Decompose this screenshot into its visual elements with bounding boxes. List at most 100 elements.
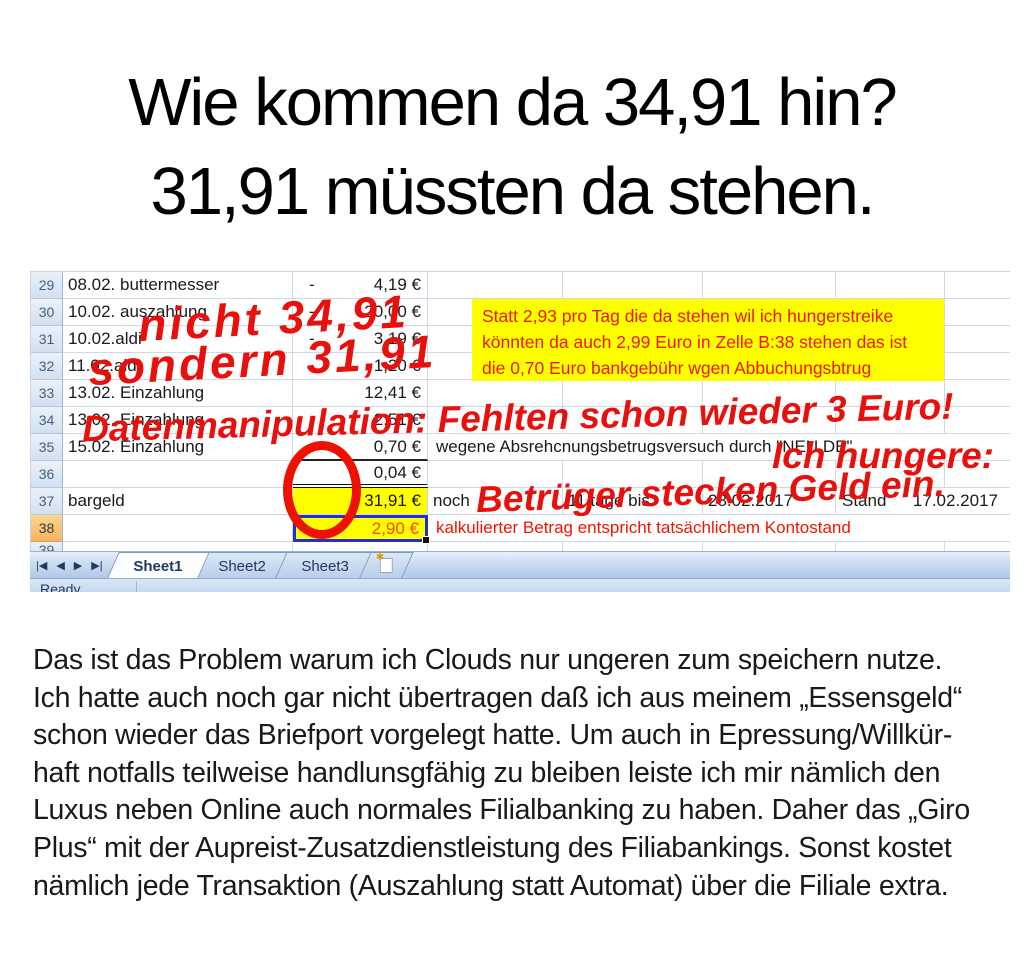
- row-header-30[interactable]: 30: [31, 299, 63, 326]
- cell-b33[interactable]: 12,41 €: [293, 380, 428, 407]
- cell-d34[interactable]: [563, 407, 703, 434]
- row-header-33[interactable]: 33: [31, 380, 63, 407]
- cell-d36[interactable]: [563, 461, 703, 488]
- spreadsheet-grid: 29 08.02. buttermesser - 4,19 € 30 10.02.…: [30, 271, 1010, 552]
- status-bar-divider: [136, 581, 138, 592]
- row-header-36[interactable]: 36: [31, 461, 63, 488]
- cell-a33[interactable]: 13.02. Einzahlung: [63, 380, 293, 407]
- cell-value: 1,20 €: [373, 356, 421, 375]
- cell-e39: [703, 542, 836, 552]
- row-header-39[interactable]: 39: [31, 542, 63, 552]
- cell-b35[interactable]: 0,70 €: [293, 434, 428, 461]
- row-header-38-selected[interactable]: 38: [31, 515, 63, 542]
- cell-a30[interactable]: 10.02. auszahlung: [63, 299, 293, 326]
- cell-g33[interactable]: [945, 380, 1010, 407]
- row-header-32[interactable]: 32: [31, 353, 63, 380]
- cell-d29[interactable]: [563, 272, 703, 299]
- cell-a32[interactable]: 11.02.aldi: [63, 353, 293, 380]
- cell-f37[interactable]: Stand 17.02.2017: [836, 488, 1010, 515]
- cell-d39: [563, 542, 703, 552]
- cell-value: 3,19 €: [373, 329, 421, 348]
- cell-b32[interactable]: - 1,20 €: [293, 353, 428, 380]
- cell-b30[interactable]: - 20,00 €: [293, 299, 428, 326]
- annotation-ich-hungere: Ich hungere:: [771, 435, 994, 476]
- tab-sheet1-label: Sheet1: [133, 557, 183, 575]
- cell-c37[interactable]: noch: [428, 488, 563, 515]
- last-sheet-button[interactable]: ▶|: [91, 559, 103, 572]
- cell-a38[interactable]: [63, 515, 293, 542]
- cell-value: 2,90 €: [371, 518, 419, 538]
- page-title-line2: 31,91 müssten da stehen.: [150, 154, 875, 229]
- cell-c33[interactable]: [428, 380, 563, 407]
- cell-a39: [63, 542, 293, 552]
- cell-value: 2,51 €: [373, 410, 421, 429]
- cell-c35-note[interactable]: wegene Absrehcnungsbetrugsversuch durch …: [428, 434, 1010, 461]
- cell-value: 31,91 €: [364, 491, 421, 510]
- cell-d37[interactable]: 11 tage bis: [563, 488, 703, 515]
- cell-g29[interactable]: [945, 272, 1010, 299]
- minus-sign: -: [309, 275, 315, 294]
- tab-sheet3-label: Sheet3: [301, 557, 350, 575]
- stand-label: Stand: [842, 491, 887, 510]
- cell-f39: [836, 542, 945, 552]
- table-row: 35 15.02. Einzahlung 0,70 € wegene Absre…: [31, 434, 1010, 461]
- tab-sheet2-label: Sheet2: [218, 557, 266, 575]
- status-bar: Ready: [30, 578, 1010, 592]
- cell-d33[interactable]: [563, 380, 703, 407]
- cell-e37[interactable]: 28.02.2017: [703, 488, 836, 515]
- sheet-tabs: Sheet1 Sheet2 Sheet3: [106, 552, 414, 578]
- cell-f33[interactable]: [836, 380, 945, 407]
- cell-b29[interactable]: - 4,19 €: [293, 272, 428, 299]
- next-sheet-button[interactable]: ▶: [73, 559, 83, 572]
- cell-value: 0,70 €: [373, 436, 421, 456]
- row-header-34[interactable]: 34: [31, 407, 63, 434]
- sheet-tab-strip: |◀ ◀ ▶ ▶| Sheet1 Sheet2 Sheet3: [30, 551, 1010, 578]
- cell-g31[interactable]: [945, 326, 1010, 353]
- red-circle-annotation: [283, 441, 361, 539]
- row-header-31[interactable]: 31: [31, 326, 63, 353]
- cell-g30[interactable]: [945, 299, 1010, 326]
- cell-e29[interactable]: [703, 272, 836, 299]
- cell-c29[interactable]: [428, 272, 563, 299]
- body-paragraph: Das ist das Problem warum ich Clouds nur…: [33, 644, 970, 902]
- cell-b39: [293, 542, 428, 552]
- minus-sign: -: [309, 329, 315, 348]
- cell-a29[interactable]: 08.02. buttermesser: [63, 272, 293, 299]
- cell-e36[interactable]: [703, 461, 836, 488]
- cell-a36[interactable]: [63, 461, 293, 488]
- cell-a37[interactable]: bargeld: [63, 488, 293, 515]
- first-sheet-button[interactable]: |◀: [36, 559, 48, 572]
- cell-c39: [428, 542, 563, 552]
- tab-navigation: |◀ ◀ ▶ ▶|: [30, 552, 113, 578]
- stand-date: 17.02.2017: [912, 491, 998, 510]
- table-row: 33 13.02. Einzahlung 12,41 €: [31, 380, 1010, 407]
- cell-f34[interactable]: [836, 407, 945, 434]
- cell-c36[interactable]: [428, 461, 563, 488]
- cell-value: 20,00 €: [364, 302, 421, 321]
- cell-g36[interactable]: [945, 461, 1010, 488]
- cell-b34[interactable]: 2,51 €: [293, 407, 428, 434]
- row-header-29[interactable]: 29: [31, 272, 63, 299]
- minus-sign: -: [309, 302, 315, 321]
- cell-e33[interactable]: [703, 380, 836, 407]
- cell-a35[interactable]: 15.02. Einzahlung: [63, 434, 293, 461]
- cell-f29[interactable]: [836, 272, 945, 299]
- table-row: 32 11.02.aldi - 1,20 €: [31, 353, 1010, 380]
- cell-c38-note[interactable]: kalkulierter Betrag entspricht tatsächli…: [428, 515, 1010, 542]
- insert-worksheet-icon: [379, 558, 393, 573]
- cell-g32[interactable]: [945, 353, 1010, 380]
- cell-g34[interactable]: [945, 407, 1010, 434]
- row-header-35[interactable]: 35: [31, 434, 63, 461]
- tab-sheet1[interactable]: Sheet1: [106, 552, 210, 578]
- cell-b31[interactable]: - 3,19 €: [293, 326, 428, 353]
- table-row: 29 08.02. buttermesser - 4,19 €: [31, 272, 1010, 299]
- prev-sheet-button[interactable]: ◀: [56, 559, 65, 572]
- cell-f36[interactable]: [836, 461, 945, 488]
- row-header-37[interactable]: 37: [31, 488, 63, 515]
- cell-a34[interactable]: 13.02. Einzahlung: [63, 407, 293, 434]
- cell-c34[interactable]: [428, 407, 563, 434]
- cell-value: 12,41 €: [364, 383, 421, 402]
- cell-e34[interactable]: [703, 407, 836, 434]
- cell-a31[interactable]: 10.02.aldi: [63, 326, 293, 353]
